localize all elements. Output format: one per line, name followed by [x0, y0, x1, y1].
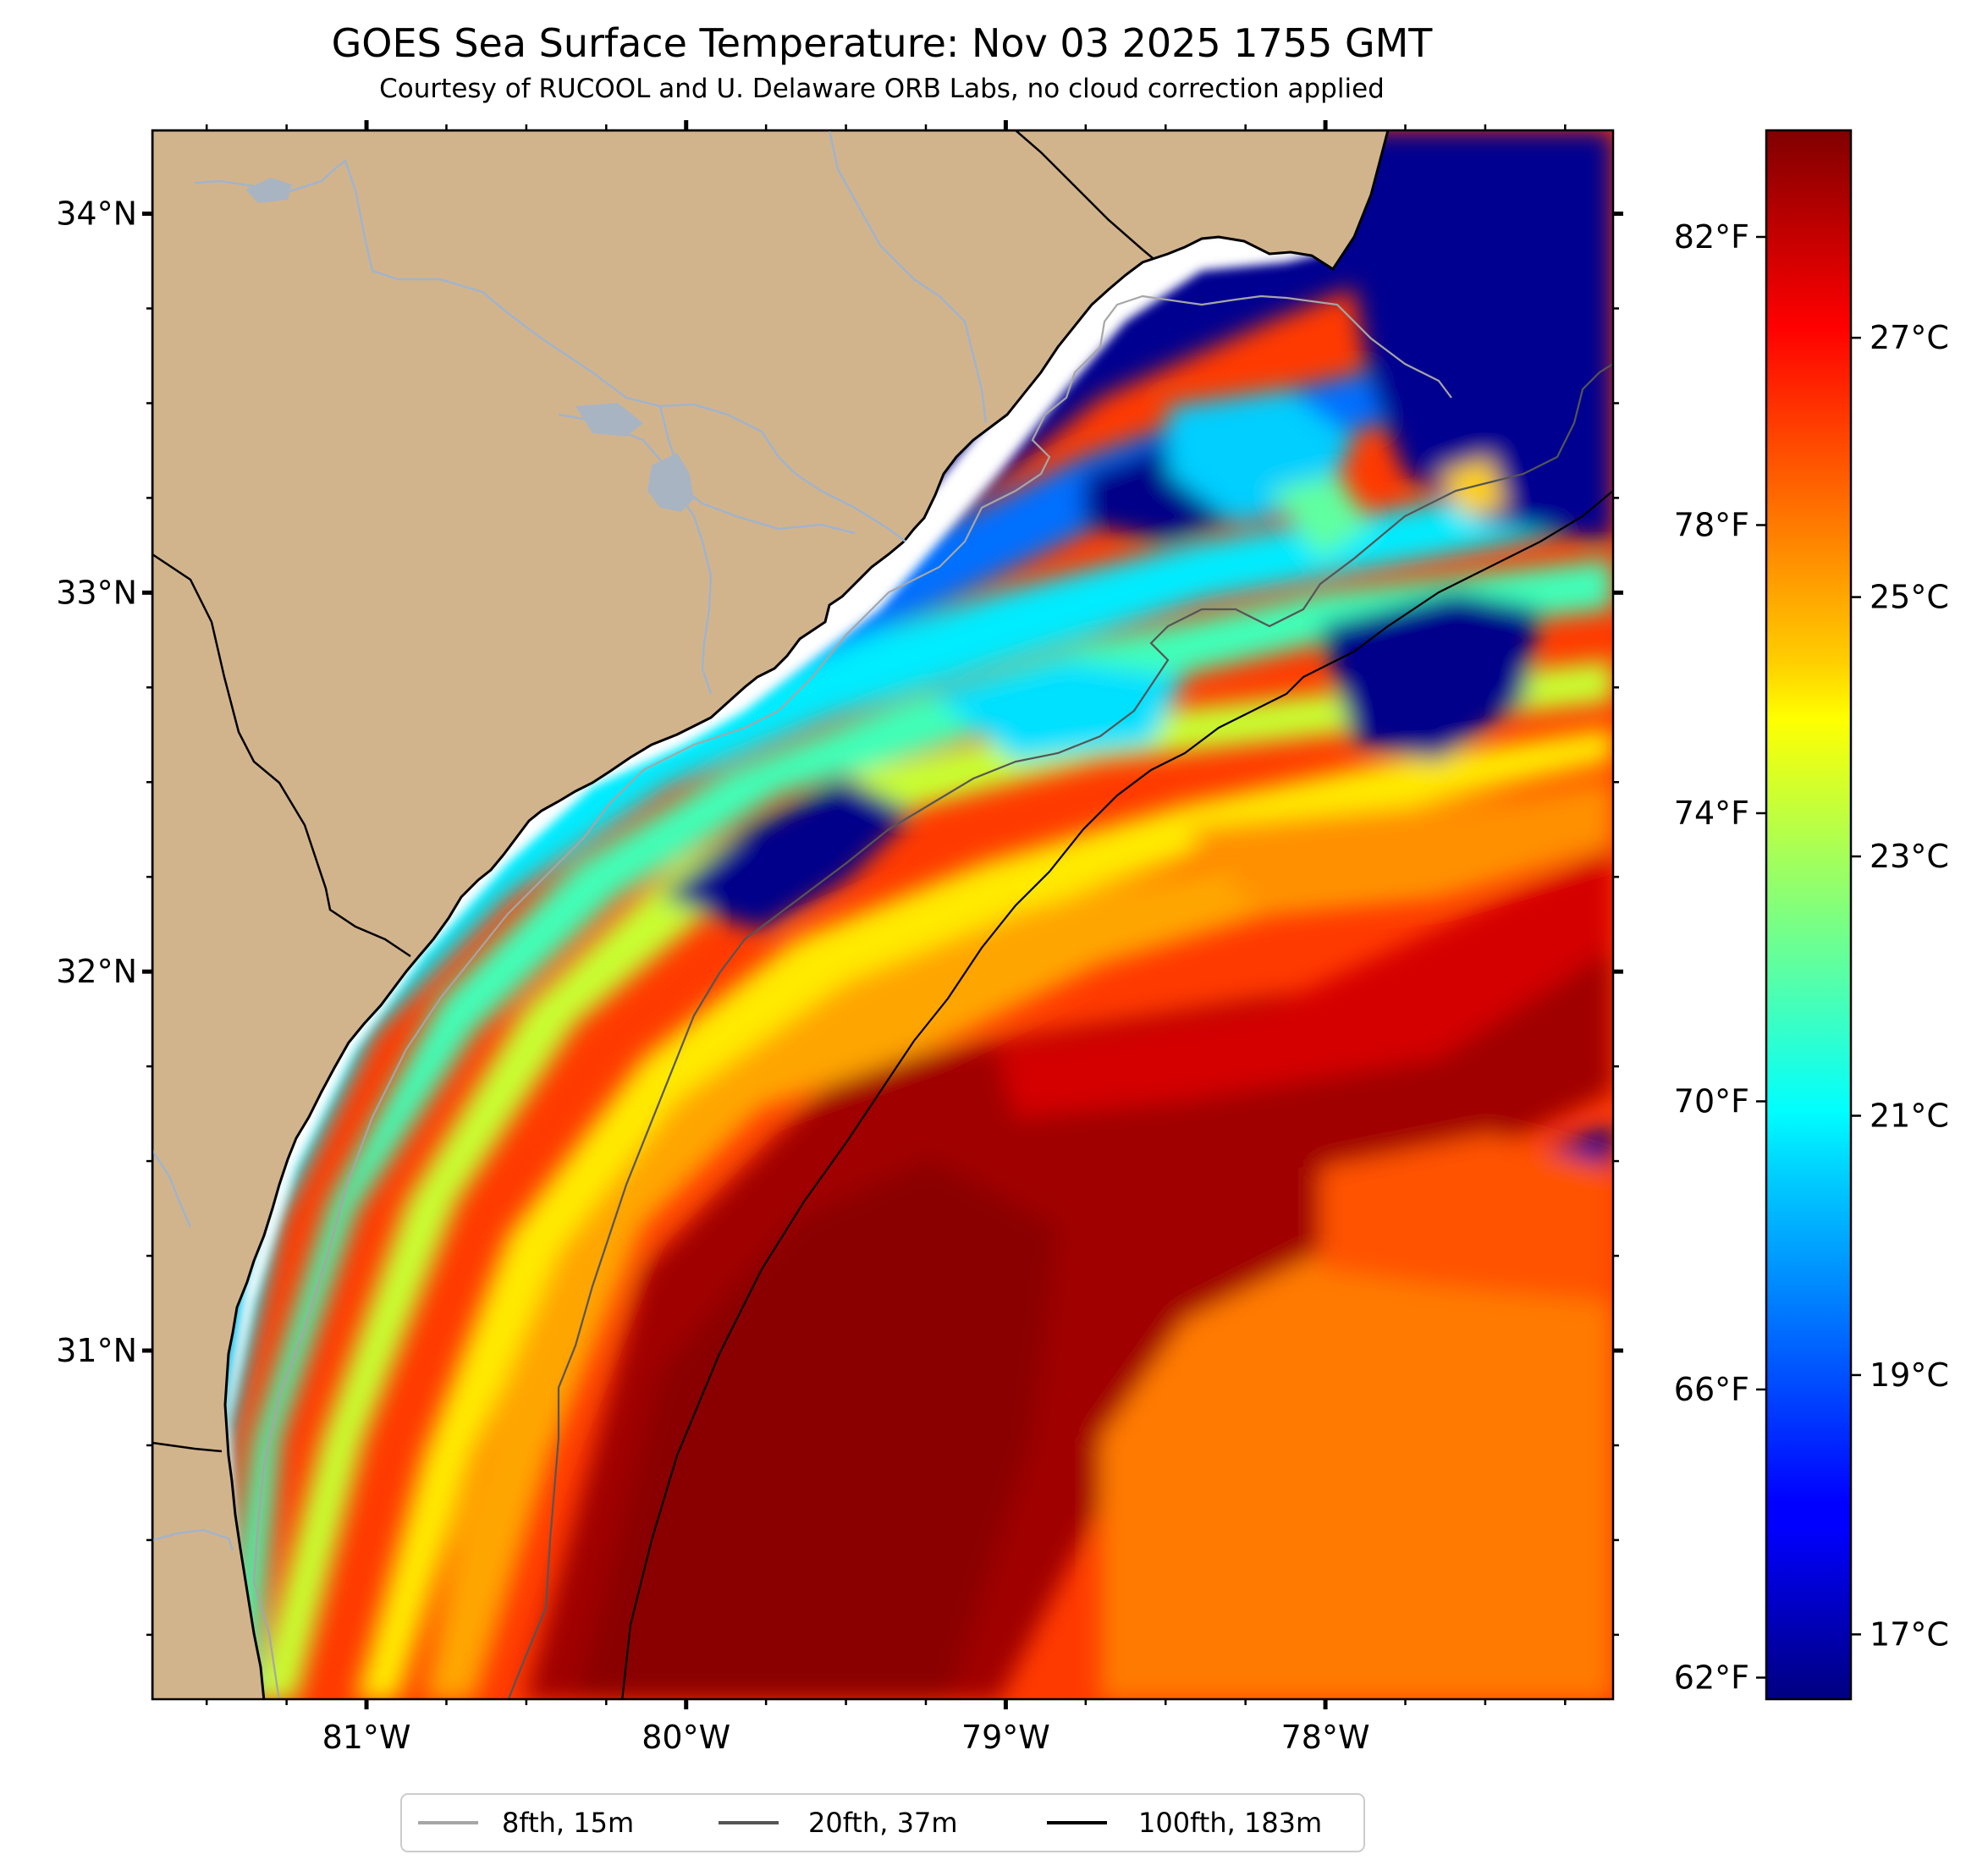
- colorbar-gradient: [1766, 130, 1851, 1699]
- lon-tick-label: 78°W: [1281, 1719, 1370, 1756]
- fahrenheit-tick-label: 82°F: [1674, 218, 1749, 256]
- lat-tick-label: 32°N: [56, 953, 137, 990]
- fahrenheit-tick-label: 62°F: [1674, 1659, 1749, 1696]
- figure-subtitle: Courtesy of RUCOOL and U. Delaware ORB L…: [379, 74, 1385, 104]
- celsius-tick-label: 17°C: [1870, 1615, 1949, 1653]
- colorbar-celsius-ticks: 17°C 19°C 21°C 23°C 25°C 27°C: [1851, 319, 1949, 1653]
- celsius-tick-label: 21°C: [1870, 1097, 1949, 1134]
- fahrenheit-tick-label: 78°F: [1674, 506, 1749, 543]
- lon-tick-label: 80°W: [642, 1719, 730, 1756]
- lat-tick-label: 31°N: [56, 1332, 137, 1369]
- celsius-tick-label: 23°C: [1870, 838, 1949, 875]
- isobath-legend: 8fth, 15m 20fth, 37m 100fth, 183m: [401, 1794, 1364, 1852]
- lon-tick-label: 79°W: [961, 1719, 1050, 1756]
- legend-label-100fth: 100fth, 183m: [1138, 1807, 1322, 1839]
- sst-map: [152, 130, 1613, 1701]
- fahrenheit-tick-label: 66°F: [1674, 1371, 1749, 1408]
- celsius-tick-label: 25°C: [1870, 579, 1949, 616]
- legend-label-8fth: 8fth, 15m: [502, 1807, 634, 1839]
- celsius-tick-label: 19°C: [1870, 1356, 1949, 1394]
- colorbar: 17°C 19°C 21°C 23°C 25°C 27°C 62°F 66°F 70°F 74°…: [1674, 130, 1949, 1699]
- lat-tick-label: 33°N: [56, 574, 137, 611]
- celsius-tick-label: 27°C: [1870, 319, 1949, 356]
- fahrenheit-tick-label: 70°F: [1674, 1082, 1749, 1120]
- lat-tick-label: 34°N: [56, 195, 137, 233]
- colorbar-fahrenheit-ticks: 62°F 66°F 70°F 74°F 78°F 82°F: [1674, 218, 1766, 1696]
- fahrenheit-tick-label: 74°F: [1674, 795, 1749, 832]
- legend-label-20fth: 20fth, 37m: [808, 1807, 957, 1839]
- figure-title: GOES Sea Surface Temperature: Nov 03 202…: [332, 20, 1434, 66]
- lon-tick-label: 81°W: [322, 1719, 411, 1756]
